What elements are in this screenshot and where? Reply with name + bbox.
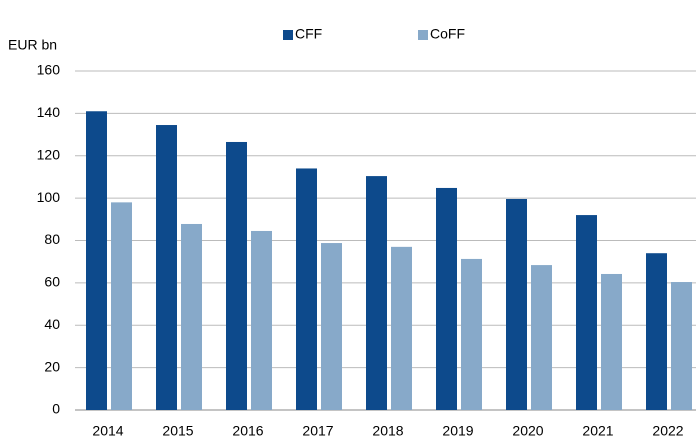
bar	[111, 202, 132, 410]
bar	[531, 265, 552, 410]
x-tick-label: 2015	[162, 423, 193, 439]
bar	[601, 273, 622, 410]
legend-swatch	[418, 30, 428, 40]
y-tick-label: 100	[37, 189, 61, 205]
bar	[86, 111, 107, 410]
bar	[671, 282, 692, 410]
x-tick-label: 2014	[92, 423, 123, 439]
legend-swatch	[283, 30, 293, 40]
bar	[506, 198, 527, 410]
bar	[296, 168, 317, 410]
bar	[576, 215, 597, 410]
bar	[366, 176, 387, 410]
y-tick-label: 0	[52, 401, 60, 417]
legend-label: CFF	[295, 26, 322, 42]
bar	[461, 258, 482, 410]
bar	[391, 246, 412, 410]
bar	[321, 243, 342, 410]
y-tick-label: 40	[44, 316, 60, 332]
x-tick-label: 2019	[442, 423, 473, 439]
bar	[156, 125, 177, 410]
x-tick-label: 2016	[232, 423, 263, 439]
y-tick-label: 140	[37, 104, 61, 120]
x-tick-label: 2022	[652, 423, 683, 439]
y-tick-label: 20	[44, 358, 60, 374]
bar	[251, 230, 272, 410]
legend-label: CoFF	[430, 26, 465, 42]
y-axis-label: EUR bn	[8, 37, 57, 53]
y-tick-label: 160	[37, 62, 61, 78]
x-tick-label: 2020	[512, 423, 543, 439]
bar	[646, 253, 667, 410]
bar	[226, 141, 247, 410]
y-tick-label: 80	[44, 231, 60, 247]
y-tick-label: 60	[44, 274, 60, 290]
x-tick-label: 2017	[302, 423, 333, 439]
x-tick-label: 2018	[372, 423, 403, 439]
x-tick-label: 2021	[582, 423, 613, 439]
bar	[181, 223, 202, 410]
bar	[436, 187, 457, 410]
y-tick-label: 120	[37, 146, 61, 162]
